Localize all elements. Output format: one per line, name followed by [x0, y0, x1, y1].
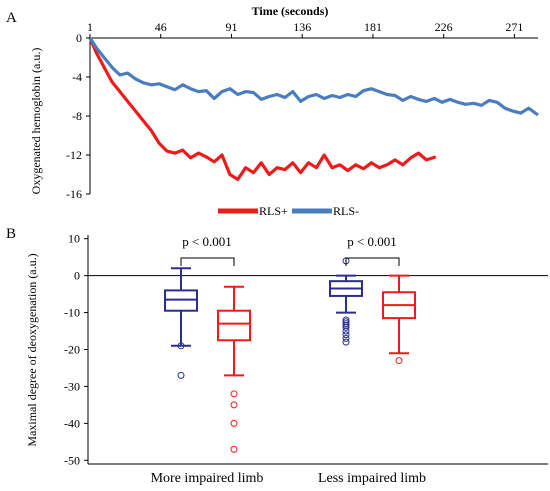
box-plot: [217, 285, 251, 453]
top-y-tick-label: 0: [76, 31, 82, 45]
outlier-point: [342, 338, 350, 346]
bottom-y-tick-label: -30: [64, 379, 80, 393]
legend-label-rls-minus: RLS-: [333, 204, 359, 218]
top-x-tick-label: 271: [505, 20, 523, 34]
outlier-point: [177, 371, 185, 379]
bottom-chart-axes: 10 0 -10 -20 -30 -40 -50 More impaired limb Less…: [64, 232, 548, 486]
top-y-tick-label: -4: [72, 70, 82, 84]
top-x-tick-label: 1: [87, 20, 93, 34]
bracket-line: [345, 257, 400, 266]
p-value-label: p < 0.001: [182, 234, 232, 249]
category-label: More impaired limb: [151, 471, 264, 486]
box-iqr: [217, 309, 251, 342]
outlier-point: [342, 323, 350, 331]
bottom-y-tick-label: -20: [64, 343, 80, 357]
panel-b-label: B: [6, 226, 16, 242]
bracket-line: [180, 257, 235, 266]
box-plot: [164, 267, 198, 379]
top-x-axis-title: Time (seconds): [252, 4, 329, 18]
top-x-tick-label: 226: [435, 20, 453, 34]
outlier-point: [230, 445, 238, 453]
outlier-point: [230, 419, 238, 427]
outlier-point: [230, 401, 238, 409]
top-y-tick-label: -12: [66, 148, 82, 162]
outlier-point: [342, 320, 350, 328]
bottom-y-axis-title: Maximal degree of deoxygenation (a.u.): [25, 253, 39, 446]
top-x-tick-label: 181: [364, 20, 382, 34]
outlier-point: [230, 390, 238, 398]
outlier-point: [342, 327, 350, 335]
outlier-point: [342, 331, 350, 339]
bottom-y-tick-label: -40: [64, 416, 80, 430]
top-y-tick-label: -8: [72, 109, 82, 123]
top-x-tick-label: 91: [225, 20, 237, 34]
outlier-point: [395, 357, 403, 365]
series-line-rls-minus: [88, 37, 539, 117]
significance-bracket: p < 0.001: [180, 234, 235, 266]
bottom-chart-boxes: p < 0.001 p < 0.001: [164, 234, 416, 453]
box-plot: [382, 274, 416, 365]
top-y-tick-label: -16: [66, 187, 82, 201]
series-line-rls-plus: [88, 37, 437, 181]
top-y-axis-title: Oxygenated hemoglobin (a.u.): [29, 48, 43, 195]
significance-bracket: p < 0.001: [345, 234, 400, 266]
bottom-y-tick-label: 0: [74, 269, 80, 283]
top-chart-axes: 1 46 91 136 181 226 271 0 -4 -8 -12 -16: [66, 20, 538, 201]
panel-a-label: A: [6, 10, 17, 26]
bottom-y-tick-label: -50: [64, 453, 80, 467]
outlier-point: [342, 334, 350, 342]
bottom-y-tick-label: -10: [64, 306, 80, 320]
legend: RLS+ RLS-: [218, 204, 359, 218]
top-x-tick-label: 136: [293, 20, 311, 34]
bottom-y-tick-label: 10: [68, 232, 80, 246]
top-x-tick-label: 46: [155, 20, 167, 34]
box-plot: [329, 257, 363, 346]
legend-label-rls-plus: RLS+: [259, 204, 288, 218]
p-value-label: p < 0.001: [347, 234, 397, 249]
outlier-point: [177, 342, 185, 350]
category-label: Less impaired limb: [318, 471, 426, 486]
top-chart-series: [88, 37, 539, 181]
